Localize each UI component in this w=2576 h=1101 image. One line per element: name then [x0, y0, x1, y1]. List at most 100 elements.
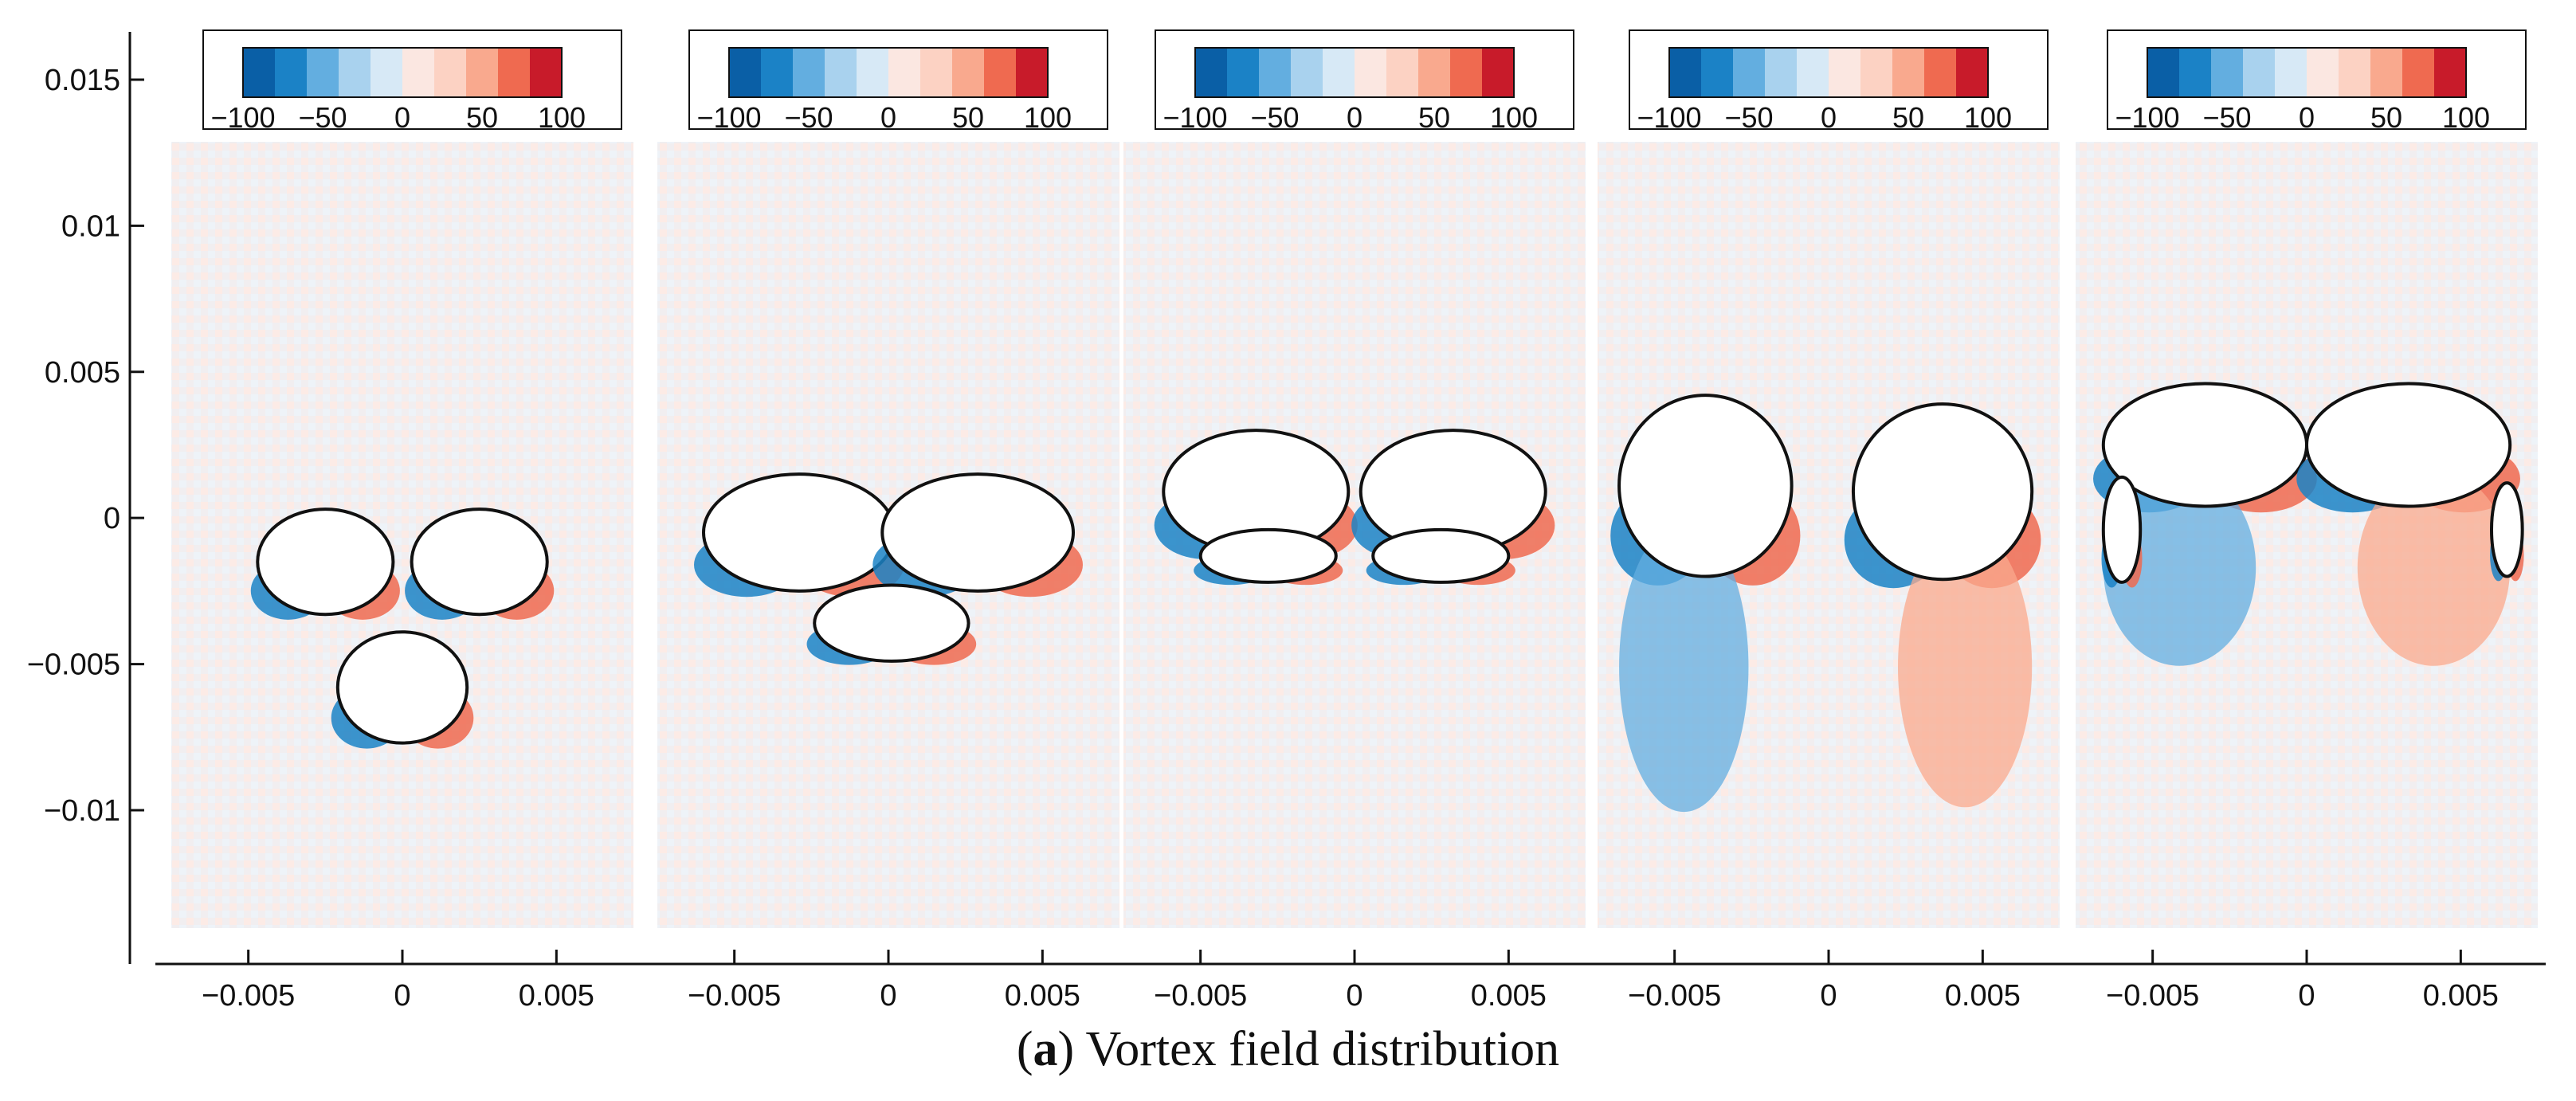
colorbar-swatch: [466, 48, 498, 97]
colorbar-swatch: [761, 48, 793, 97]
colorbar-tick-label: 50: [1418, 101, 1450, 134]
colorbar: −100 −50 0 50 100: [1155, 29, 1574, 134]
colorbar-swatch: [434, 48, 466, 97]
panels-layer: −0.005 0 0.005 −100 −50 0 50 100 −0.005 0 0.005 −10…: [155, 29, 2546, 1013]
colorbar-swatch: [2243, 48, 2275, 97]
panel-5: −0.005 0 0.005 −100 −50 0 50 100: [2060, 29, 2546, 1013]
colorbar-tick-label: 50: [1892, 101, 1924, 134]
bubble: [813, 583, 970, 663]
bubble: [702, 472, 896, 593]
colorbar-tick-label: 100: [2442, 101, 2490, 134]
colorbar-tick-label: 100: [538, 101, 586, 134]
bubble: [2101, 475, 2143, 584]
x-tick-label: −0.005: [1154, 979, 1247, 1013]
colorbar-tick-label: 0: [880, 101, 896, 134]
caption-prefix: (: [1016, 1022, 1033, 1076]
colorbar-swatch: [2339, 48, 2370, 97]
axes-layer: 0.015 0.01 0.005 0 −0.005 −0.01: [27, 32, 144, 964]
colorbar-swatch: [1195, 48, 1227, 97]
bubble: [410, 507, 549, 617]
colorbar-tick-label: 50: [466, 101, 498, 134]
x-tick-label: 0: [1820, 979, 1837, 1013]
colorbar-tick-label: −50: [298, 101, 347, 134]
colorbar-swatch: [1016, 48, 1048, 97]
colorbar-tick-label: −100: [1163, 101, 1227, 134]
y-tick-label: −0.01: [44, 794, 120, 828]
colorbar-border: [1194, 47, 1515, 98]
colorbar-swatch: [1924, 48, 1956, 97]
colorbar-tick-label: 100: [1964, 101, 2012, 134]
colorbar: −100 −50 0 50 100: [1629, 29, 2049, 134]
colorbar-swatch: [1386, 48, 1418, 97]
y-tick-label: 0.005: [45, 356, 120, 390]
colorbar-swatch: [1482, 48, 1514, 97]
y-tick-label: −0.005: [27, 648, 120, 682]
colorbar-swatch: [952, 48, 984, 97]
bubble: [335, 630, 469, 745]
caption-text: ) Vortex field distribution: [1057, 1022, 1560, 1076]
x-tick-label: 0.005: [2423, 979, 2499, 1013]
colorbar-swatch: [1323, 48, 1355, 97]
y-tick-label: 0.01: [61, 210, 120, 243]
x-tick-label: 0: [2298, 979, 2315, 1013]
colorbar-swatch: [2434, 48, 2466, 97]
colorbar-tick-label: 0: [2299, 101, 2315, 134]
colorbar-tick-label: −100: [696, 101, 761, 134]
colorbar-tick-label: 0: [1821, 101, 1837, 134]
bubble: [1617, 394, 1794, 578]
colorbar-tick-label: −50: [1724, 101, 1773, 134]
x-tick-label: −0.005: [2106, 979, 2199, 1013]
colorbar-swatch: [2307, 48, 2339, 97]
colorbar-swatch: [1765, 48, 1797, 97]
colorbar-swatch: [530, 48, 562, 97]
colorbar-swatch: [825, 48, 857, 97]
x-tick-label: −0.005: [1628, 979, 1721, 1013]
field-background: [171, 142, 633, 928]
colorbar-swatch: [402, 48, 434, 97]
colorbar-border: [1668, 47, 1989, 98]
colorbar-tick-label: −100: [210, 101, 275, 134]
x-tick-label: −0.005: [202, 979, 295, 1013]
bubble: [2490, 481, 2524, 578]
colorbar-border: [728, 47, 1049, 98]
colorbar-border: [242, 47, 563, 98]
colorbar-swatch: [729, 48, 761, 97]
x-tick-label: 0: [1346, 979, 1362, 1013]
colorbar: −100 −50 0 50 100: [688, 29, 1108, 134]
bubble: [1198, 527, 1338, 584]
panel-2: −0.005 0 0.005 −100 −50 0 50 100: [641, 29, 1127, 1013]
colorbar-swatch: [243, 48, 275, 97]
colorbar-swatch: [1259, 48, 1291, 97]
vortex-wake: [2357, 469, 2511, 666]
caption-letter: a: [1033, 1022, 1058, 1076]
colorbar-tick-label: 0: [1347, 101, 1362, 134]
colorbar-swatch: [275, 48, 307, 97]
x-tick-label: 0.005: [1945, 979, 2021, 1013]
colorbar-swatch: [1829, 48, 1860, 97]
colorbar-swatch: [1227, 48, 1259, 97]
colorbar-swatch: [920, 48, 952, 97]
colorbar-swatch: [371, 48, 402, 97]
colorbar-swatch: [2211, 48, 2243, 97]
colorbar-tick-label: 50: [2370, 101, 2402, 134]
colorbar-swatch: [1797, 48, 1829, 97]
colorbar-swatch: [1733, 48, 1765, 97]
colorbar-tick-label: 50: [952, 101, 984, 134]
x-tick-label: 0: [394, 979, 410, 1013]
colorbar-tick-label: −100: [2115, 101, 2179, 134]
colorbar-tick-label: −50: [2202, 101, 2251, 134]
panel-1: −0.005 0 0.005 −100 −50 0 50 100: [155, 29, 641, 1013]
colorbar-tick-label: 100: [1024, 101, 1072, 134]
panel-4: −0.005 0 0.005 −100 −50 0 50 100: [1582, 29, 2068, 1013]
colorbar-swatch: [984, 48, 1016, 97]
colorbar-swatch: [1355, 48, 1386, 97]
colorbar-swatch: [498, 48, 530, 97]
panel-3: −0.005 0 0.005 −100 −50 0 50 100: [1108, 29, 1594, 1013]
x-tick-label: 0.005: [519, 979, 594, 1013]
y-tick-label: 0: [104, 502, 120, 535]
colorbar-swatch: [857, 48, 888, 97]
bubble: [256, 507, 395, 617]
colorbar-swatch: [1291, 48, 1323, 97]
colorbar-swatch: [1892, 48, 1924, 97]
